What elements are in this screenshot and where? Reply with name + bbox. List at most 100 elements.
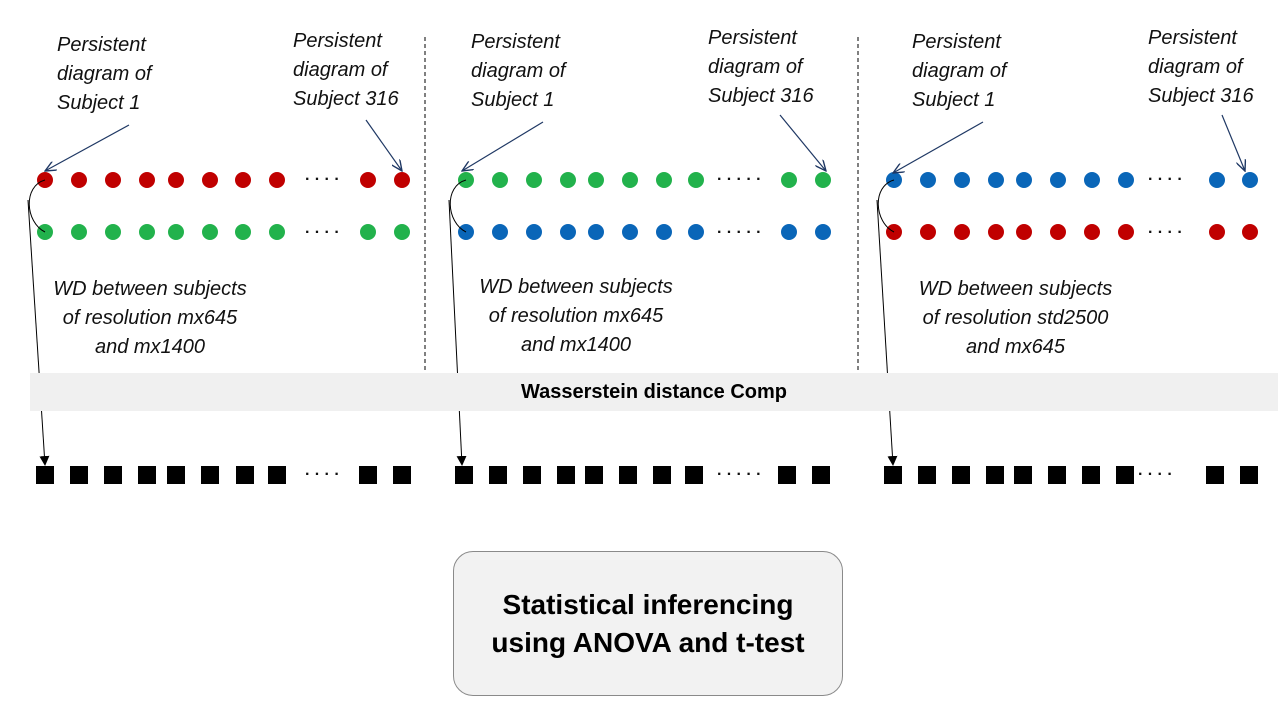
panel-2-row-1-dot [780, 171, 798, 189]
panel-3-subject-316-label: Persistent diagram of Subject 316 [1148, 27, 1254, 107]
panel-3-row-2-dot [919, 223, 937, 241]
panel-2-wd-square [523, 466, 541, 484]
panel-1-marks [27, 119, 411, 484]
panel-3-wd-square [1206, 466, 1224, 484]
wasserstein-distance-band-label: Wasserstein distance Comp [520, 380, 787, 403]
panel-1-row-1-dot [234, 171, 252, 189]
panel-1-row-1-dot [138, 171, 156, 189]
panel-2-subject-316-arrow [779, 114, 826, 171]
panel-3-row-2-dot [953, 223, 971, 241]
panel-2-wd-square [557, 466, 575, 484]
panel-1-subject-316-label: Persistent diagram of Subject 316 [293, 30, 399, 110]
panel-1-wd-square [359, 466, 377, 484]
panel-3-pair-bracket [877, 179, 895, 233]
panel-1-ellipsis-squares: · · · · [305, 466, 340, 483]
panel-1-row-1-dot [167, 171, 185, 189]
statistical-inferencing-line-2: using ANOVA and t-test [491, 626, 805, 658]
panel-2-subject-316-label: Persistent diagram of Subject 316 [708, 27, 814, 107]
panel-1-row-2-dot [167, 223, 185, 241]
panel-3-wd-square [1048, 466, 1066, 484]
panel-3-ellipsis-row-1: · · · · [1148, 171, 1183, 188]
panel-2-wd-square [812, 466, 830, 484]
panel-1-wd-arrow [27, 199, 50, 466]
panel-3-row-2-dot [1049, 223, 1067, 241]
panel-1-row-2-dot [70, 223, 88, 241]
panel-2-ellipsis-squares: · · · · · [717, 466, 762, 483]
panel-1-wd-square [268, 466, 286, 484]
panel-3-ellipsis-squares: · · · · [1138, 466, 1173, 483]
panel-1-row-2-dot [268, 223, 286, 241]
panel-3-wd-square [986, 466, 1004, 484]
panel-1-row-1-dot [104, 171, 122, 189]
panel-2-row-2-dot [621, 223, 639, 241]
panel-1-row-2-dot [104, 223, 122, 241]
panel-3-wd-square [1014, 466, 1032, 484]
panel-1-ellipsis-row-2: · · · · [305, 224, 340, 241]
panel-1-row-1-dot [268, 171, 286, 189]
panel-2-row-1-dot [814, 171, 832, 189]
panel-3-wd-square [1082, 466, 1100, 484]
panel-2-row-1-dot [687, 171, 705, 189]
panel-1-row-1-dot [70, 171, 88, 189]
panel-2-row-1-dot [525, 171, 543, 189]
panel-2-wd-square [778, 466, 796, 484]
panel-1-wd-square [104, 466, 122, 484]
panel-3-row-1-dot [987, 171, 1005, 189]
panel-2-pair-bracket [449, 179, 467, 233]
panel-1-wd-square [70, 466, 88, 484]
panel-1-wd-square [393, 466, 411, 484]
panel-2-marks [448, 114, 832, 484]
panel-3-row-1-dot [1083, 171, 1101, 189]
panel-2-wd-square [489, 466, 507, 484]
panel-2-wd-square [685, 466, 703, 484]
panel-1-row-2-dot [234, 223, 252, 241]
panel-3-row-2-dot [1208, 223, 1226, 241]
panel-1-row-2-dot [138, 223, 156, 241]
panel-1-wd-square [236, 466, 254, 484]
panel-3-wd-square [918, 466, 936, 484]
panel-3-row-1-dot [919, 171, 937, 189]
panel-3-subject-316-arrow [1221, 114, 1245, 171]
panel-1-wd-square [138, 466, 156, 484]
panel-3-wd-square [1116, 466, 1134, 484]
panel-1-row-1-dot [359, 171, 377, 189]
panel-3-wd-square [884, 466, 902, 484]
panel-3-row-1-dot [1117, 171, 1135, 189]
panel-2-row-2-dot [655, 223, 673, 241]
panel-1-wd-label: WD between subjects of resolution mx645 an… [53, 278, 247, 358]
panel-2-row-2-dot [491, 223, 509, 241]
panel-3-row-2-dot [1117, 223, 1135, 241]
panel-2-wd-square [619, 466, 637, 484]
panel-3-row-2-dot [987, 223, 1005, 241]
panel-1-ellipsis-row-1: · · · · [305, 171, 340, 188]
panel-1-wd-square [201, 466, 219, 484]
panel-1-subject-1-label: Persistent diagram of Subject 1 [57, 34, 152, 114]
panel-2-wd-label: WD between subjects of resolution mx645 an… [479, 276, 673, 356]
panel-2-row-1-dot [559, 171, 577, 189]
panel-1-subject-316-arrow [365, 119, 402, 171]
panel-3-wd-square [952, 466, 970, 484]
panel-2-subject-1-arrow [462, 121, 544, 171]
panel-3-wd-arrow [876, 199, 898, 466]
panel-3-ellipsis-row-2: · · · · [1148, 224, 1183, 241]
panel-3-subject-1-label: Persistent diagram of Subject 1 [912, 31, 1007, 111]
panel-3-row-2-dot [1015, 223, 1033, 241]
panel-1-row-1-dot [201, 171, 219, 189]
panel-3-row-1-dot [1208, 171, 1226, 189]
panel-2-row-2-dot [687, 223, 705, 241]
panel-2-row-2-dot [559, 223, 577, 241]
panel-1-subject-1-arrow [45, 124, 130, 171]
panel-1-row-2-dot [393, 223, 411, 241]
panel-2-row-2-dot [525, 223, 543, 241]
panel-3-row-2-dot [1241, 223, 1259, 241]
statistical-inferencing-box: Statistical inferencing using ANOVA and … [453, 551, 843, 696]
panel-3-row-1-dot [1049, 171, 1067, 189]
panel-2-ellipsis-row-2: · · · · · [717, 224, 762, 241]
panel-1-pair-bracket [28, 179, 46, 233]
panel-2-wd-square [653, 466, 671, 484]
panel-2-row-2-dot [814, 223, 832, 241]
panel-3-wd-label: WD between subjects of resolution std2500… [918, 278, 1113, 358]
panel-1-row-1-dot [393, 171, 411, 189]
panel-2-subject-1-label: Persistent diagram of Subject 1 [471, 31, 566, 111]
